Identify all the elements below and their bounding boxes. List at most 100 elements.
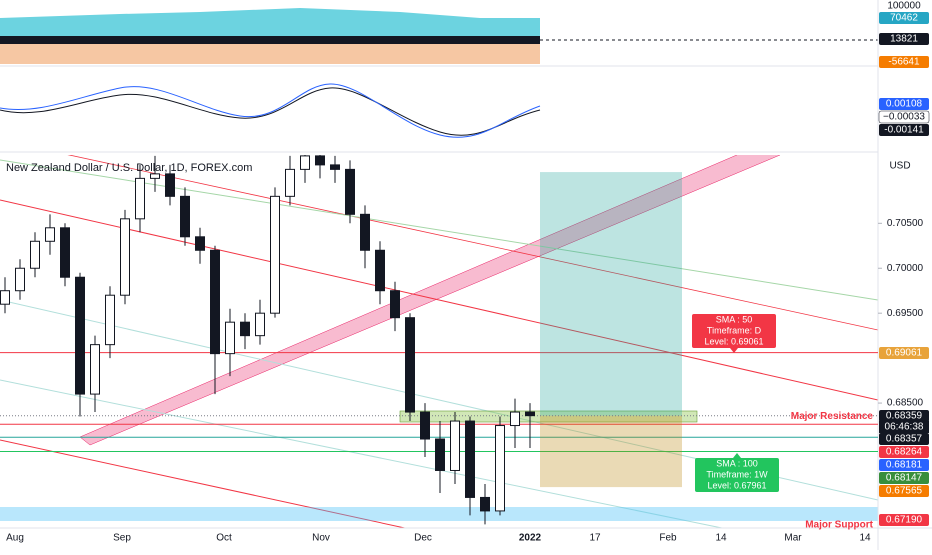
price-badge [879,459,929,471]
volume-strip [0,36,540,44]
level-label: Major Resistance [791,411,874,422]
price-badge-label: 0.68359 [886,411,923,422]
price-badge [879,98,929,110]
note-line: SMA : 50 [716,314,753,324]
note-line: Timeframe: 1W [706,469,768,479]
candle-body [375,249,385,292]
price-badge-label: −0.00033 [883,112,925,123]
macd-line [0,87,541,136]
lower-band [0,40,540,64]
candle-body [180,195,190,238]
x-tick-label: 17 [589,533,601,544]
signal-line [0,83,541,138]
trend-line [0,199,878,401]
candle-body [450,420,460,471]
x-tick-label: Feb [659,533,677,544]
price-badge [879,410,929,422]
price-badge [879,514,929,526]
price-badge [879,485,929,497]
price-badge-label: -0.00141 [884,125,924,136]
candle-body [360,213,370,251]
price-badge [879,33,929,45]
candle-body [420,411,430,440]
support-label: Major Support [805,520,873,531]
candle-body [390,290,400,319]
candle-body [150,173,160,179]
x-tick-label: Oct [216,533,232,544]
price-badge [878,110,930,124]
price-badge-label: 13821 [890,34,918,45]
candle-body [195,236,205,251]
note-line: Level: 0.69061 [704,336,763,346]
countdown-badge [879,421,929,433]
plot [0,155,878,525]
candle-body [210,249,220,355]
price-badge-label: 0.68181 [886,460,923,471]
candle-body [270,195,280,314]
chart-title: New Zealand Dollar / U.S. Dollar, 1D, FO… [6,162,252,174]
resistance-zone [399,410,698,423]
note-line: Timeframe: D [707,325,762,335]
note-tip [733,453,741,458]
candle-body [405,317,415,413]
x-tick-label: 2022 [519,533,542,544]
candle-body [480,496,490,512]
x-tick-label: Aug [6,533,24,544]
candle-body [330,164,340,170]
trend-line [0,439,408,528]
note-tip [730,348,738,353]
candle-body [165,173,175,197]
price-badge [879,12,929,24]
candle-body [30,240,40,269]
trend-line [67,155,878,331]
y-tick-label: 0.68500 [887,398,924,409]
candle-body [465,420,475,498]
price-badge-label: 0.67565 [886,486,923,497]
note-box [695,458,779,492]
candle-body [495,425,505,512]
price-badge [879,347,929,359]
price-badge-label: 70462 [890,13,918,24]
x-tick-label: Sep [113,533,131,544]
candle-body [120,218,130,296]
stop-zone [540,415,682,488]
price-badge-label: 0.68357 [886,434,923,445]
candle-body [300,155,310,170]
price-badge-label: 0.67190 [886,515,923,526]
y-tick-label: 0.70000 [887,263,924,274]
upper-band [0,8,540,40]
price-badge-label: 0.00108 [886,99,923,110]
channel-line [0,159,878,301]
candle-body [225,321,235,355]
currency: USD [889,161,910,172]
candle-body [105,294,115,346]
price-badge-label: 0.68147 [886,473,923,484]
price-badge [879,472,929,484]
x-tick-label: 14 [859,533,871,544]
price-badge [879,124,929,136]
price-badge [879,433,929,445]
note-box [692,314,776,348]
x-tick-label: 14 [715,533,727,544]
price-badge [879,56,929,68]
candle-body [45,227,55,242]
candle-body [285,168,295,197]
price-badge-label: -56641 [888,57,920,68]
candle-body [435,438,445,471]
price-badge-label: 0.69061 [886,348,923,359]
price-badge-label: 0.68264 [886,447,923,458]
support-zone [0,507,878,521]
x-tick-label: Dec [414,533,432,544]
y-tick-label: 0.70500 [887,218,924,229]
candle-body [525,411,535,417]
candle-body [510,411,520,427]
candle-body [135,177,145,220]
candle-body [0,290,10,305]
x-tick-label: Mar [784,533,802,544]
candle-body [255,312,265,337]
note-line: SMA : 100 [716,458,758,468]
note-line: Level: 0.67961 [707,480,766,490]
candle-body [15,267,25,292]
candle-body [240,321,250,337]
